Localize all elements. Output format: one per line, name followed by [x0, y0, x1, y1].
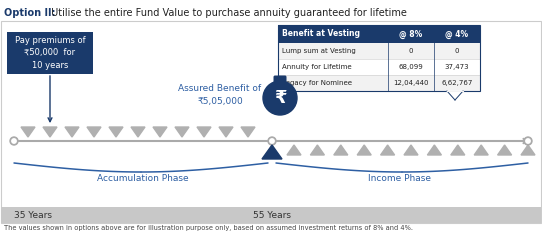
Text: Lump sum at Vesting: Lump sum at Vesting	[282, 48, 356, 54]
Text: 0: 0	[455, 48, 459, 54]
Polygon shape	[404, 145, 418, 155]
Polygon shape	[109, 127, 123, 137]
Polygon shape	[498, 145, 512, 155]
Circle shape	[526, 139, 530, 143]
Text: 0: 0	[409, 48, 413, 54]
Text: 12,04,440: 12,04,440	[393, 80, 429, 86]
Polygon shape	[43, 127, 57, 137]
Text: Accumulation Phase: Accumulation Phase	[97, 174, 189, 183]
Text: Assured Benefit of
₹5,05,000: Assured Benefit of ₹5,05,000	[178, 84, 262, 106]
Polygon shape	[65, 127, 79, 137]
Text: Benefit at Vesting: Benefit at Vesting	[282, 29, 360, 38]
Polygon shape	[219, 127, 233, 137]
Text: The values shown in options above are for illustration purpose only, based on as: The values shown in options above are fo…	[4, 225, 413, 231]
Circle shape	[263, 81, 297, 115]
Text: 68,099: 68,099	[398, 64, 423, 70]
Polygon shape	[131, 127, 145, 137]
Polygon shape	[447, 91, 463, 100]
FancyBboxPatch shape	[274, 76, 287, 86]
Polygon shape	[241, 127, 255, 137]
Text: ₹: ₹	[274, 89, 286, 107]
Polygon shape	[175, 127, 189, 137]
FancyBboxPatch shape	[1, 207, 541, 223]
Polygon shape	[334, 145, 348, 155]
Polygon shape	[474, 145, 488, 155]
Circle shape	[10, 137, 18, 145]
Text: Legacy for Nominee: Legacy for Nominee	[282, 80, 352, 86]
Polygon shape	[262, 145, 282, 159]
Polygon shape	[521, 145, 535, 155]
Text: @ 4%: @ 4%	[446, 29, 469, 39]
Polygon shape	[428, 145, 441, 155]
Polygon shape	[311, 145, 325, 155]
FancyBboxPatch shape	[1, 21, 541, 223]
Polygon shape	[87, 127, 101, 137]
Text: Pay premiums of
₹50,000  for
10 years: Pay premiums of ₹50,000 for 10 years	[15, 36, 85, 70]
Polygon shape	[153, 127, 167, 137]
FancyBboxPatch shape	[278, 43, 480, 59]
Text: 6,62,767: 6,62,767	[441, 80, 473, 86]
Circle shape	[524, 137, 532, 145]
FancyBboxPatch shape	[278, 25, 480, 43]
Text: 55 Years: 55 Years	[253, 210, 291, 219]
Polygon shape	[357, 145, 371, 155]
FancyBboxPatch shape	[278, 75, 480, 91]
Polygon shape	[380, 145, 395, 155]
Polygon shape	[287, 145, 301, 155]
Circle shape	[268, 137, 276, 145]
Text: Utilise the entire Fund Value to purchase annuity guaranteed for lifetime: Utilise the entire Fund Value to purchas…	[48, 8, 407, 18]
Text: 37,473: 37,473	[444, 64, 469, 70]
Circle shape	[12, 139, 16, 143]
Circle shape	[270, 139, 274, 143]
FancyBboxPatch shape	[278, 59, 480, 75]
Text: Option II:: Option II:	[4, 8, 55, 18]
Text: Income Phase: Income Phase	[369, 174, 431, 183]
Polygon shape	[21, 127, 35, 137]
Text: @ 8%: @ 8%	[399, 29, 423, 39]
FancyBboxPatch shape	[7, 32, 93, 74]
Text: 35 Years: 35 Years	[14, 210, 52, 219]
Polygon shape	[197, 127, 211, 137]
Text: Annuity for Lifetime: Annuity for Lifetime	[282, 64, 352, 70]
Polygon shape	[451, 145, 465, 155]
